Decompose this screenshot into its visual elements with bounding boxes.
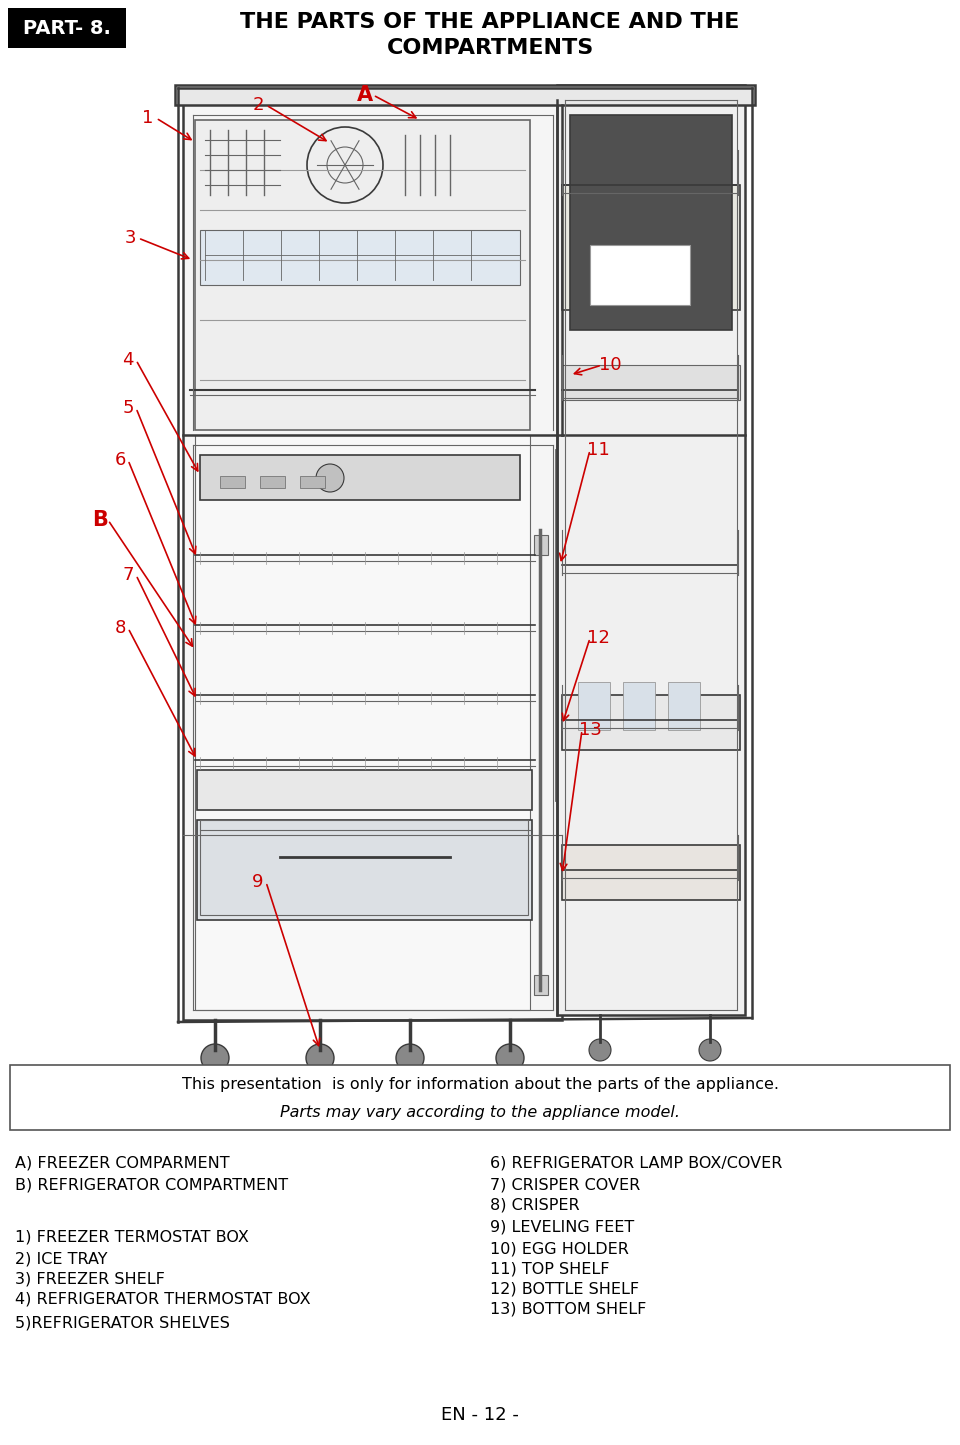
- Text: 2) ICE TRAY: 2) ICE TRAY: [15, 1251, 108, 1267]
- Bar: [195, 435, 530, 1010]
- Circle shape: [617, 251, 635, 269]
- Text: 9: 9: [252, 873, 264, 892]
- Circle shape: [640, 280, 658, 299]
- Circle shape: [571, 280, 589, 299]
- Text: 7: 7: [122, 566, 133, 584]
- Text: 13) BOTTOM SHELF: 13) BOTTOM SHELF: [490, 1302, 646, 1316]
- Circle shape: [496, 1043, 524, 1072]
- Circle shape: [709, 280, 727, 299]
- Text: 5: 5: [122, 399, 133, 418]
- Bar: [220, 475, 245, 488]
- Text: 6) REFRIGERATOR LAMP BOX/COVER: 6) REFRIGERATOR LAMP BOX/COVER: [490, 1155, 782, 1170]
- Bar: [562, 845, 740, 900]
- Text: 3: 3: [124, 228, 135, 247]
- Circle shape: [571, 251, 589, 269]
- Bar: [578, 682, 610, 730]
- Text: B: B: [92, 510, 108, 530]
- Text: 8) CRISPER: 8) CRISPER: [490, 1198, 580, 1212]
- Bar: [562, 366, 740, 400]
- Bar: [562, 695, 740, 750]
- Text: A: A: [357, 85, 373, 105]
- Text: 4: 4: [122, 351, 133, 368]
- Bar: [534, 975, 548, 996]
- Bar: [8, 9, 126, 48]
- Text: 12: 12: [587, 629, 610, 647]
- Bar: [668, 682, 700, 730]
- Bar: [200, 819, 528, 915]
- Bar: [195, 120, 530, 431]
- Bar: [623, 682, 655, 730]
- FancyBboxPatch shape: [175, 85, 755, 105]
- Circle shape: [396, 1043, 424, 1072]
- Text: 13: 13: [579, 721, 601, 738]
- Bar: [200, 455, 520, 500]
- Text: 11) TOP SHELF: 11) TOP SHELF: [490, 1261, 610, 1277]
- Circle shape: [686, 251, 704, 269]
- Circle shape: [663, 280, 681, 299]
- Bar: [183, 100, 562, 1020]
- Circle shape: [594, 251, 612, 269]
- Circle shape: [686, 280, 704, 299]
- Bar: [197, 819, 532, 920]
- Text: EN - 12 -: EN - 12 -: [441, 1406, 519, 1423]
- Text: 5)REFRIGERATOR SHELVES: 5)REFRIGERATOR SHELVES: [15, 1315, 229, 1329]
- Text: 12) BOTTLE SHELF: 12) BOTTLE SHELF: [490, 1282, 639, 1298]
- Bar: [557, 85, 745, 1014]
- Bar: [570, 116, 732, 329]
- Circle shape: [699, 1039, 721, 1061]
- Text: PART- 8.: PART- 8.: [23, 19, 111, 38]
- Text: 4) REFRIGERATOR THERMOSTAT BOX: 4) REFRIGERATOR THERMOSTAT BOX: [15, 1292, 311, 1306]
- Circle shape: [201, 1043, 229, 1072]
- Circle shape: [709, 251, 727, 269]
- Text: COMPARTMENTS: COMPARTMENTS: [386, 38, 593, 58]
- Text: B) REFRIGERATOR COMPARTMENT: B) REFRIGERATOR COMPARTMENT: [15, 1178, 288, 1194]
- Text: 10: 10: [599, 355, 621, 374]
- Text: 11: 11: [587, 441, 610, 460]
- Text: 2: 2: [252, 95, 264, 114]
- Text: 8: 8: [114, 618, 126, 637]
- Bar: [300, 475, 325, 488]
- Circle shape: [316, 464, 344, 491]
- Circle shape: [663, 251, 681, 269]
- Circle shape: [589, 1039, 611, 1061]
- Bar: [200, 230, 520, 285]
- Text: 1: 1: [142, 108, 154, 127]
- Text: 7) CRISPER COVER: 7) CRISPER COVER: [490, 1178, 640, 1194]
- Text: 6: 6: [114, 451, 126, 470]
- Bar: [197, 770, 532, 811]
- Text: 1) FREEZER TERMOSTAT BOX: 1) FREEZER TERMOSTAT BOX: [15, 1230, 249, 1246]
- Circle shape: [306, 1043, 334, 1072]
- Text: 10) EGG HOLDER: 10) EGG HOLDER: [490, 1243, 629, 1257]
- Circle shape: [640, 251, 658, 269]
- Text: This presentation  is only for information about the parts of the appliance.: This presentation is only for informatio…: [181, 1078, 779, 1092]
- Bar: [10, 1065, 950, 1130]
- Circle shape: [594, 280, 612, 299]
- Text: 3) FREEZER SHELF: 3) FREEZER SHELF: [15, 1272, 165, 1287]
- Text: THE PARTS OF THE APPLIANCE AND THE: THE PARTS OF THE APPLIANCE AND THE: [240, 12, 740, 32]
- Bar: [590, 246, 690, 305]
- Text: A) FREEZER COMPARMENT: A) FREEZER COMPARMENT: [15, 1155, 229, 1170]
- Text: Parts may vary according to the appliance model.: Parts may vary according to the applianc…: [280, 1104, 680, 1120]
- Bar: [260, 475, 285, 488]
- Bar: [534, 535, 548, 555]
- Text: 9) LEVELING FEET: 9) LEVELING FEET: [490, 1220, 635, 1235]
- Circle shape: [617, 280, 635, 299]
- Bar: [562, 185, 740, 311]
